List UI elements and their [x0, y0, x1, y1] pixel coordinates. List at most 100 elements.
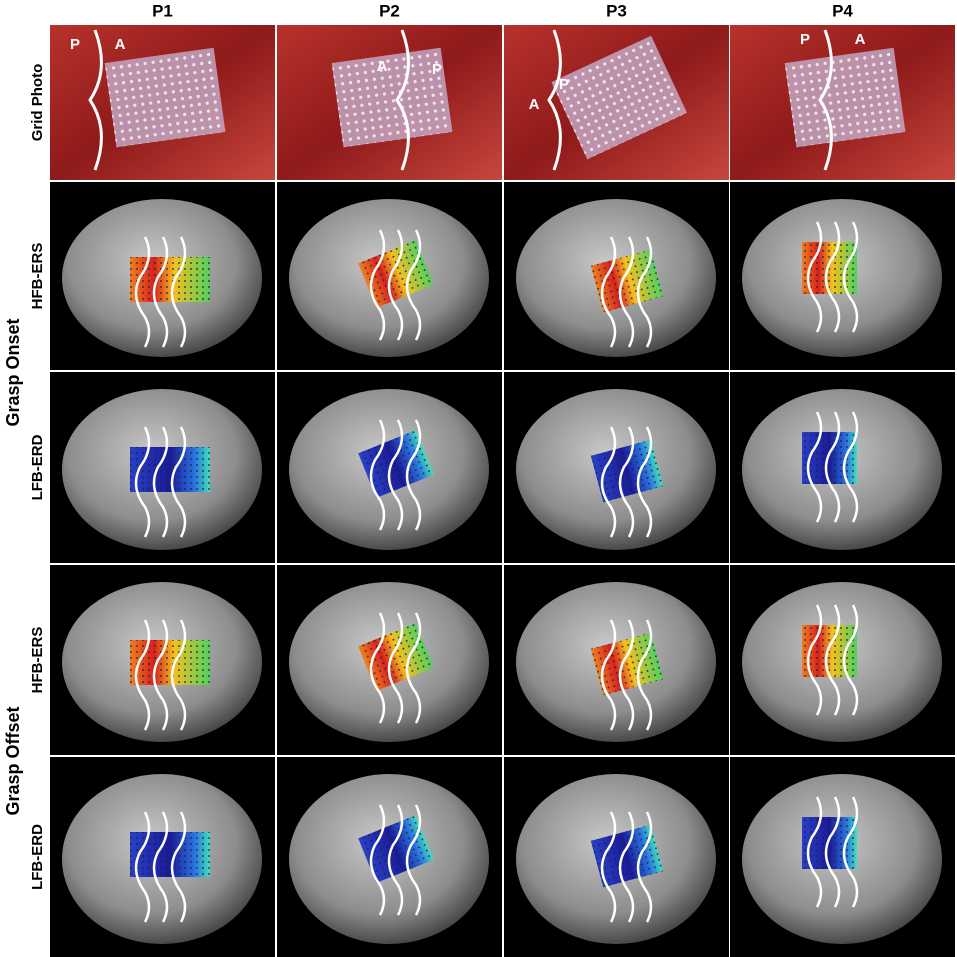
- panel: [730, 757, 955, 957]
- sulcus-line: [636, 619, 653, 731]
- sulcus-line: [134, 619, 151, 731]
- photo-label: A: [855, 31, 866, 48]
- electrode-dots: [130, 447, 210, 492]
- row-label: HFB-ERS: [29, 243, 46, 310]
- column-header: P1: [152, 1, 173, 20]
- row-label: Grid Photo: [29, 64, 46, 142]
- sulcus-line: [134, 426, 151, 538]
- electrode-dots: [331, 47, 453, 148]
- panel: [504, 757, 729, 957]
- sulcus-line: [806, 221, 823, 333]
- panel: [50, 757, 275, 957]
- sulcus-line: [88, 29, 103, 171]
- panel: [730, 372, 955, 563]
- sulcus-line: [618, 811, 635, 923]
- row-label: LFB-ERD: [29, 434, 46, 500]
- column-header: P4: [832, 1, 853, 20]
- sulcus-line: [636, 236, 653, 348]
- sulcus-line: [806, 411, 823, 523]
- panel: [50, 182, 275, 370]
- row-label: HFB-ERS: [29, 627, 46, 694]
- photo-label: A: [529, 96, 540, 113]
- electrode-dots: [130, 640, 210, 685]
- electrode-dots: [802, 432, 857, 484]
- electrode-dots: [802, 817, 857, 869]
- electrode-dots: [551, 35, 688, 160]
- sulcus-line: [824, 221, 841, 333]
- electrode-dots: [358, 623, 434, 691]
- sulcus-line: [134, 811, 151, 923]
- electrode-dots: [590, 439, 664, 503]
- sulcus-line: [600, 236, 617, 348]
- sulcus-line: [618, 426, 635, 538]
- electrode-dots: [802, 625, 857, 677]
- sulcus-line: [405, 804, 422, 916]
- electrode-dots: [590, 824, 664, 888]
- sulcus-line: [600, 619, 617, 731]
- panel: [730, 565, 955, 755]
- sulcus-line: [170, 811, 187, 923]
- electrode-dots: [130, 832, 210, 877]
- sulcus-line: [842, 411, 859, 523]
- electrode-dots: [358, 430, 434, 498]
- sulcus-line: [636, 811, 653, 923]
- row-group-label: Grasp Onset: [3, 318, 23, 426]
- panel: [277, 757, 502, 957]
- sulcus-line: [170, 426, 187, 538]
- panel: [504, 182, 729, 370]
- sulcus-line: [618, 619, 635, 731]
- sulcus-line: [824, 411, 841, 523]
- electrode-dots: [590, 632, 664, 696]
- sulcus-line: [152, 811, 169, 923]
- photo-label: P: [800, 31, 810, 48]
- sulcus-line: [806, 796, 823, 908]
- sulcus-line: [806, 604, 823, 716]
- panel: [504, 565, 729, 755]
- panel: [50, 372, 275, 563]
- sulcus-line: [824, 796, 841, 908]
- row-group-label: Grasp Offset: [3, 706, 23, 815]
- sulcus-line: [395, 29, 410, 171]
- sulcus-line: [636, 426, 653, 538]
- sulcus-line: [405, 612, 422, 724]
- sulcus-line: [152, 426, 169, 538]
- sulcus-line: [369, 229, 386, 341]
- electrode-dots: [130, 257, 210, 302]
- sulcus-line: [152, 236, 169, 348]
- sulcus-line: [170, 619, 187, 731]
- sulcus-line: [369, 804, 386, 916]
- sulcus-line: [405, 229, 422, 341]
- sulcus-line: [547, 29, 562, 171]
- panel: [730, 182, 955, 370]
- sulcus-line: [818, 29, 833, 171]
- electrode-dots: [802, 242, 857, 294]
- panel: AP: [504, 25, 729, 180]
- column-header: P3: [606, 1, 627, 20]
- column-header: P2: [379, 1, 400, 20]
- electrode-dots: [358, 240, 434, 308]
- photo-label: P: [559, 76, 569, 93]
- sulcus-line: [842, 604, 859, 716]
- sulcus-line: [618, 236, 635, 348]
- photo-label: P: [70, 36, 80, 53]
- sulcus-line: [842, 796, 859, 908]
- sulcus-line: [369, 612, 386, 724]
- sulcus-line: [600, 426, 617, 538]
- sulcus-line: [170, 236, 187, 348]
- sulcus-line: [369, 419, 386, 531]
- sulcus-line: [134, 236, 151, 348]
- photo-label: P: [432, 61, 442, 78]
- sulcus-line: [405, 419, 422, 531]
- panel: [277, 565, 502, 755]
- photo-label: A: [377, 58, 388, 75]
- electrode-dots: [784, 47, 906, 148]
- sulcus-line: [387, 419, 404, 531]
- sulcus-line: [842, 221, 859, 333]
- panel: [277, 372, 502, 563]
- electrode-dots: [590, 249, 664, 313]
- photo-label: A: [115, 36, 126, 53]
